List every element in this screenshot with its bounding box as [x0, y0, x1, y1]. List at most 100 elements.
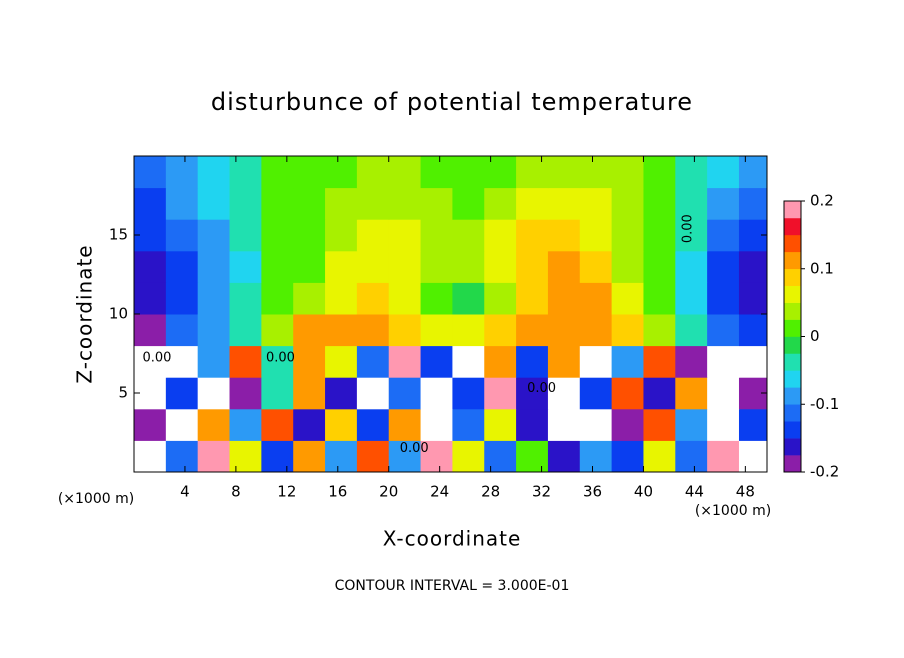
- field-cell: [388, 250, 422, 283]
- field-cell: [356, 156, 390, 189]
- field-cell: [707, 219, 740, 252]
- field-cell: [261, 219, 294, 252]
- field-cell: [388, 187, 422, 220]
- colorbar-tick-label: 0.2: [810, 192, 834, 210]
- field-cell: [388, 408, 422, 441]
- field-cell: [675, 156, 708, 189]
- field-cell: [643, 156, 676, 189]
- field-cell: [293, 282, 326, 315]
- field-cell: [675, 282, 708, 315]
- field-cell: [325, 314, 358, 347]
- field-cell: [738, 187, 767, 220]
- field-cell: [452, 156, 485, 189]
- field-cell: [611, 408, 644, 441]
- field-cell: [420, 156, 453, 189]
- field-cell: [420, 250, 453, 283]
- x-tick-label: 40: [634, 483, 653, 501]
- field-cell: [134, 156, 167, 189]
- field-cell: [197, 187, 231, 220]
- field-cell: [579, 219, 613, 252]
- field-cell: [452, 187, 485, 220]
- field-cell: [738, 282, 767, 315]
- field-cell: [484, 345, 517, 378]
- field-cell: [484, 282, 517, 315]
- field-cell: [325, 440, 358, 472]
- x-tick-label: 16: [328, 483, 347, 501]
- x-axis-label: X-coordinate: [383, 527, 522, 551]
- colorbar-tick-label: 0.1: [810, 259, 834, 277]
- field-cell: [547, 156, 581, 189]
- field-cell: [261, 440, 294, 472]
- field-cell: [675, 345, 708, 378]
- field-cell: [293, 156, 326, 189]
- field-cell: [707, 408, 740, 441]
- field-cell: [675, 250, 708, 283]
- colorbar-swatch: [784, 353, 801, 371]
- colorbar-swatch: [784, 319, 801, 337]
- field-cell: [452, 440, 485, 472]
- field-cell: [484, 314, 517, 347]
- field-cell: [134, 345, 167, 378]
- field-cell: [261, 250, 294, 283]
- field-cell: [611, 219, 644, 252]
- field-cell: [579, 282, 613, 315]
- field-cell: [197, 314, 231, 347]
- field-cell: [484, 250, 517, 283]
- field-cell: [484, 440, 517, 472]
- field-cell: [134, 440, 167, 472]
- field-cell: [643, 314, 676, 347]
- field-cell: [452, 314, 485, 347]
- field-cell: [516, 250, 549, 283]
- y-tick-label: 10: [109, 305, 128, 323]
- field-cell: [707, 156, 740, 189]
- field-cell: [293, 440, 326, 472]
- field-cell: [484, 156, 517, 189]
- x-tick-label: 20: [379, 483, 398, 501]
- field-cell: [547, 377, 581, 410]
- field-cell: [229, 282, 262, 315]
- field-cell: [707, 282, 740, 315]
- contour-label: 0.00: [400, 441, 429, 456]
- field-cell: [484, 219, 517, 252]
- field-cell: [675, 440, 708, 472]
- x-tick-label: 8: [231, 483, 241, 501]
- field-cell: [452, 282, 485, 315]
- field-cell: [579, 408, 613, 441]
- field-cell: [611, 156, 644, 189]
- field-cell: [293, 187, 326, 220]
- field-cell: [707, 187, 740, 220]
- field-cell: [516, 187, 549, 220]
- field-cell: [134, 282, 167, 315]
- field-cell: [134, 187, 167, 220]
- x-unit-label: (×1000 m): [695, 503, 771, 519]
- field-cell: [547, 440, 581, 472]
- field-cell: [611, 250, 644, 283]
- x-tick-label: 48: [736, 483, 755, 501]
- colorbar-swatch: [784, 438, 801, 456]
- field-cell: [388, 219, 422, 252]
- field-cell: [643, 187, 676, 220]
- field-cell: [738, 408, 767, 441]
- y-tick-label: 15: [109, 226, 128, 244]
- x-tick-label: 28: [481, 483, 500, 501]
- field-cell: [165, 314, 199, 347]
- y-tick-label: 5: [118, 384, 128, 402]
- field-cell: [229, 314, 262, 347]
- field-cell: [452, 345, 485, 378]
- colorbar-swatch: [784, 404, 801, 422]
- field-cell: [516, 156, 549, 189]
- field-cell: [738, 156, 767, 189]
- field-cell: [261, 314, 294, 347]
- field-cell: [261, 408, 294, 441]
- field-cell: [643, 219, 676, 252]
- colorbar-swatch: [784, 285, 801, 303]
- field-cell: [452, 250, 485, 283]
- field-cell: [643, 282, 676, 315]
- field-cell: [420, 408, 453, 441]
- field-cell: [643, 377, 676, 410]
- x-tick-label: 44: [685, 483, 704, 501]
- field-cell: [738, 440, 767, 472]
- field-cell: [197, 156, 231, 189]
